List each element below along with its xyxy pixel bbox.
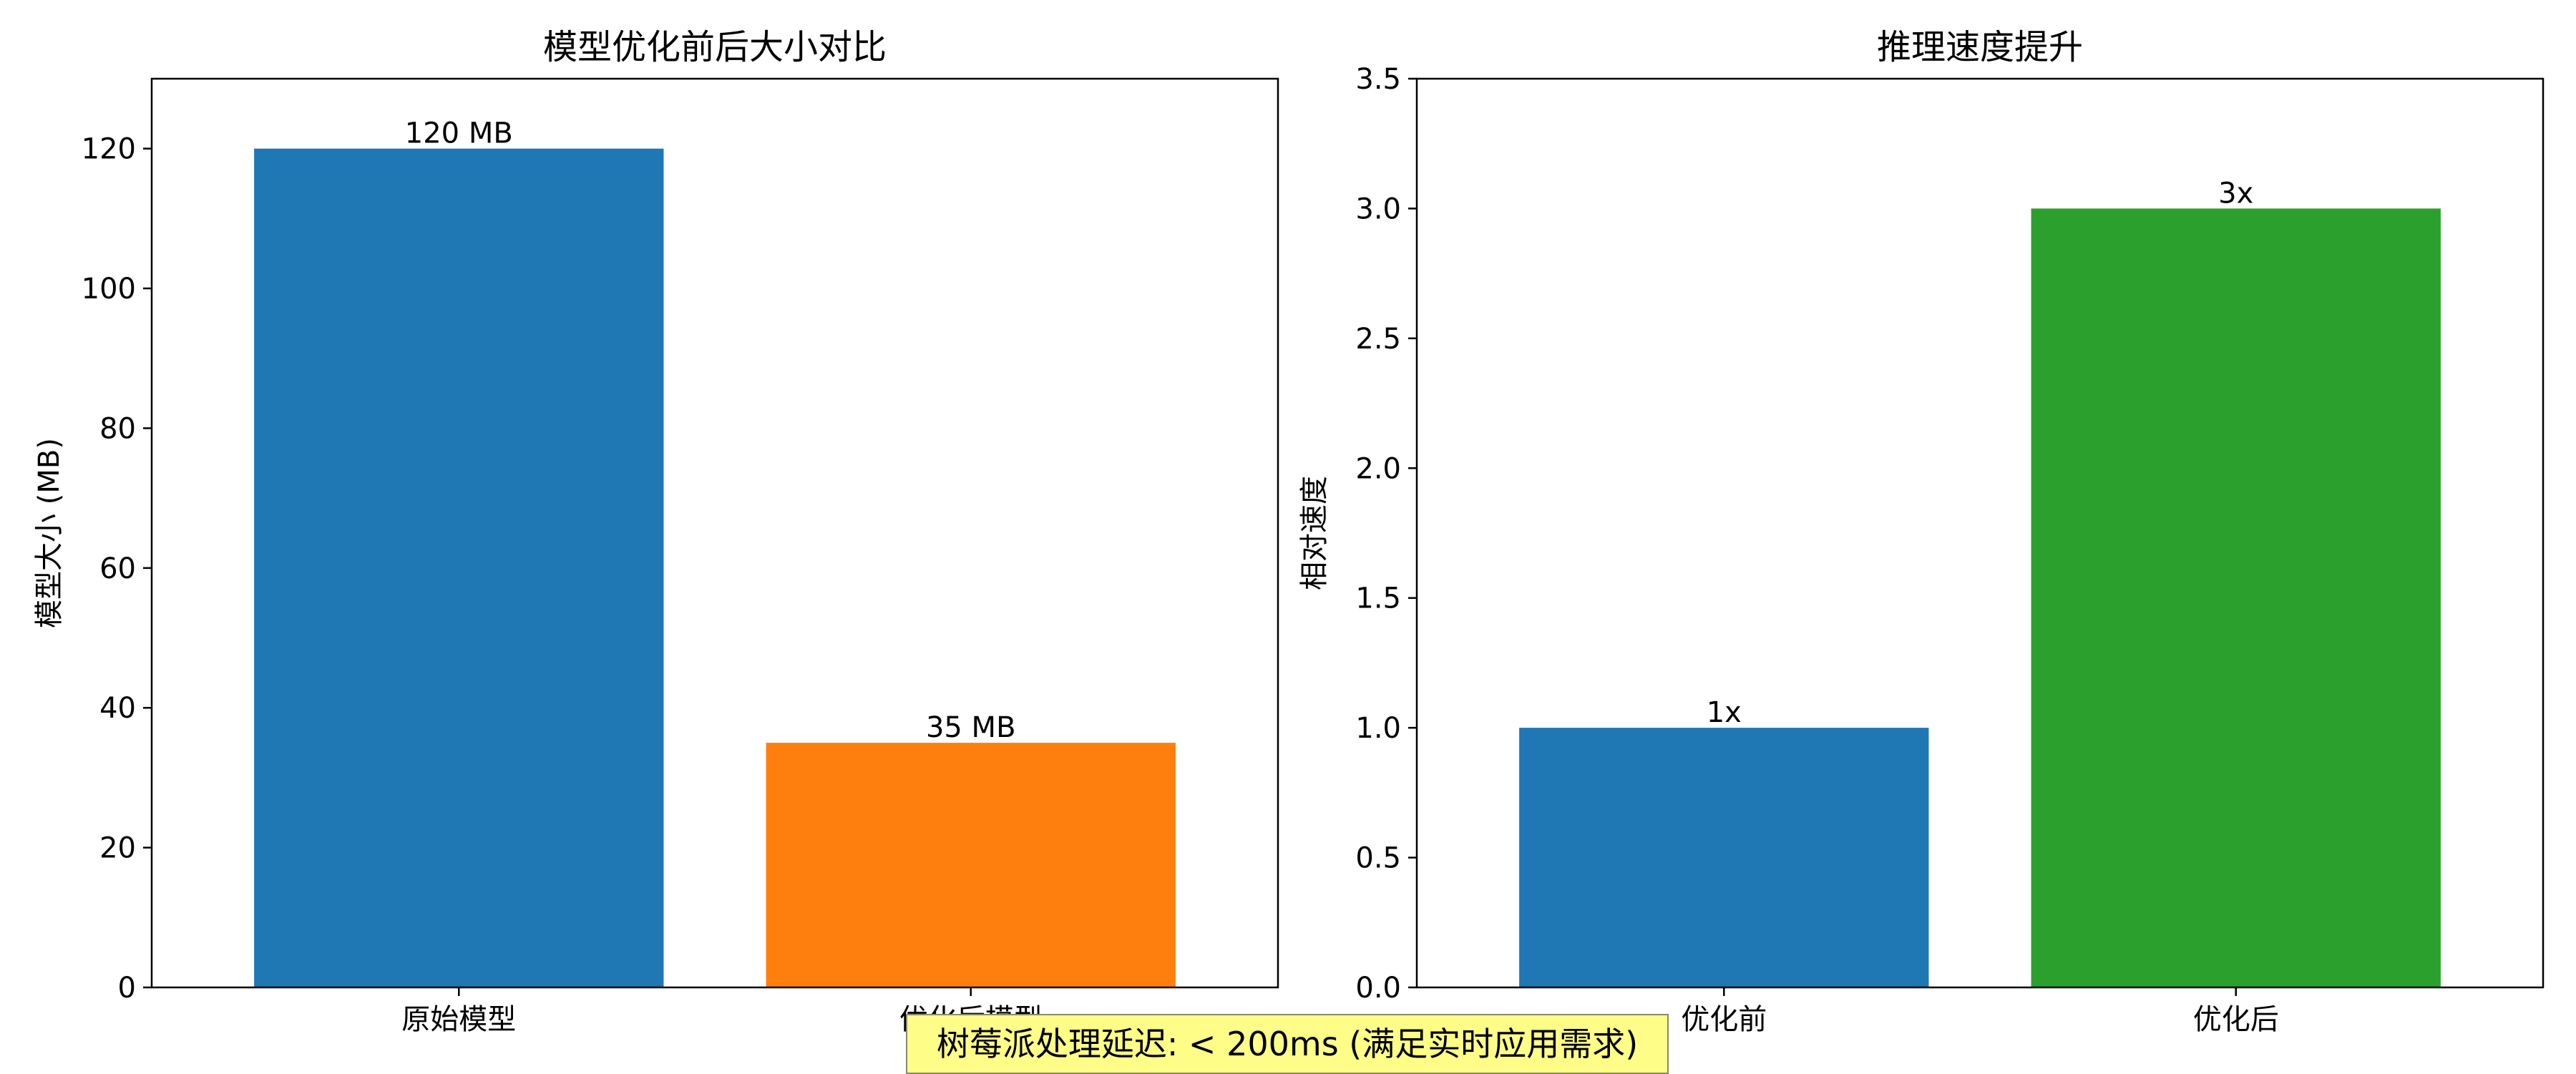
y-tick-label-7: 3.0 <box>1355 192 1401 225</box>
y-tick-label-6: 2.5 <box>1355 323 1401 356</box>
chart-title: 推理速度提升 <box>1877 27 2083 67</box>
axes-frame <box>150 77 1279 989</box>
y-tick-label-7: 120 <box>82 133 136 166</box>
y-tick-label-3: 1.0 <box>1355 712 1401 745</box>
bar-value-label-1: 120 MB <box>405 117 513 150</box>
y-axis-label: 相对速度 <box>1298 476 1331 590</box>
y-tick-label-5: 2.0 <box>1355 452 1401 485</box>
bar-1 <box>1519 728 1929 987</box>
y-axis-label: 模型大小 (MB) <box>33 438 66 628</box>
footnote-box: 树莓派处理延迟: < 200ms (满足实时应用需求) <box>906 1014 1669 1074</box>
axes-frame <box>1415 77 2545 989</box>
y-tick-label-1: 0.0 <box>1355 972 1401 1005</box>
x-tick-label-1: 优化前 <box>1681 1003 1767 1036</box>
chart-speed: 1x 优化前 3x 优化后 0.0 0.5 1.0 1.5 2.0 2.5 3.0 3.5 推理速度提升… <box>1298 27 2545 1036</box>
bar-1 <box>254 148 664 988</box>
bar-value-label-2: 35 MB <box>926 711 1016 744</box>
y-tick-label-4: 1.5 <box>1355 582 1401 615</box>
x-tick-label-1: 原始模型 <box>401 1003 516 1036</box>
y-tick-label-5: 80 <box>99 412 136 445</box>
y-tick-label-8: 3.5 <box>1355 63 1401 96</box>
bar-value-label-2: 3x <box>2218 177 2253 210</box>
y-tick-label-3: 40 <box>99 692 136 725</box>
chart-title: 模型优化前后大小对比 <box>543 27 887 67</box>
footnote-text: 树莓派处理延迟: < 200ms (满足实时应用需求) <box>936 1025 1639 1063</box>
y-tick-label-1: 0 <box>118 972 136 1005</box>
x-tick-label-2: 优化后 <box>2193 1003 2279 1036</box>
bar-2 <box>2031 208 2441 987</box>
y-tick-label-2: 20 <box>99 832 136 865</box>
y-tick-label-4: 60 <box>99 552 136 585</box>
y-tick-label-2: 0.5 <box>1355 842 1401 875</box>
bar-value-label-1: 1x <box>1707 696 1742 729</box>
bar-2 <box>766 743 1176 987</box>
y-tick-label-6: 100 <box>82 273 136 306</box>
